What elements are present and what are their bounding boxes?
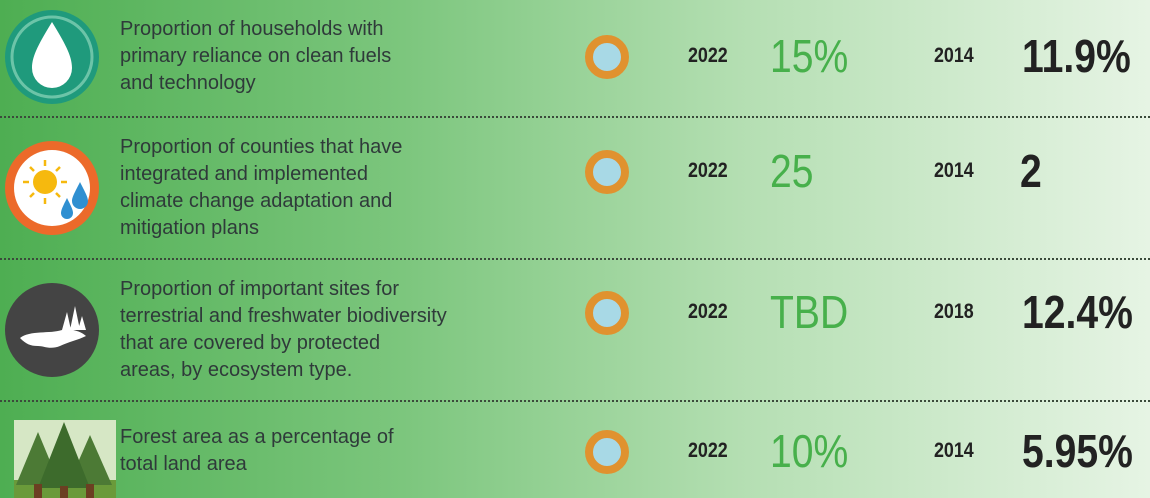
description-line: mitigation plans: [120, 217, 259, 239]
baseline-year: 2014: [934, 439, 974, 462]
description-line: and technology: [120, 72, 256, 94]
baseline-value: 12.4%: [1022, 286, 1133, 338]
target-value: 15%: [770, 30, 849, 82]
description: Proportion of counties that have integrat…: [120, 134, 560, 242]
target-value: TBD: [770, 286, 849, 338]
biodiversity-icon: [5, 283, 99, 377]
icons: [5, 10, 116, 498]
indicator-ring: [585, 35, 629, 79]
baseline-value: 11.9%: [1022, 30, 1131, 82]
description-line: primary reliance on clean fuels: [120, 45, 392, 67]
description-line: areas, by ecosystem type.: [120, 359, 353, 381]
description: Forest area as a percentage of total land…: [120, 424, 560, 478]
target-year: 2022: [688, 159, 728, 182]
description-line: integrated and implemented: [120, 163, 368, 185]
baseline-year: 2014: [934, 159, 974, 182]
description-line: Forest area as a percentage of: [120, 426, 394, 448]
separator: [0, 116, 1150, 118]
description-line: terrestrial and freshwater biodiversity: [120, 305, 447, 327]
baseline-year: 2014: [934, 44, 974, 67]
description-line: Proportion of counties that have: [120, 136, 403, 158]
climate-icon: [5, 141, 99, 235]
target-value: 10%: [770, 425, 849, 477]
forest-icon: [14, 420, 116, 498]
target-year: 2022: [688, 439, 728, 462]
target-year: 2022: [688, 44, 728, 67]
description-line: Proportion of households with: [120, 18, 384, 40]
description-line: climate change adaptation and: [120, 190, 393, 212]
separator: [0, 258, 1150, 260]
description: Proportion of households with primary rel…: [120, 16, 560, 97]
description-line: that are covered by protected: [120, 332, 381, 354]
fuel-icon: [5, 10, 99, 104]
description-line: Proportion of important sites for: [120, 278, 400, 300]
baseline-year: 2018: [934, 300, 974, 323]
indicator-ring: [585, 430, 629, 474]
target-year: 2022: [688, 300, 728, 323]
baseline-value: 5.95%: [1022, 425, 1133, 477]
indicator-ring: [585, 291, 629, 335]
separator: [0, 400, 1150, 402]
target-value: 25: [770, 145, 814, 197]
baseline-value: 2: [1020, 145, 1042, 197]
description-line: total land area: [120, 453, 247, 475]
description: Proportion of important sites for terrest…: [120, 276, 560, 384]
indicator-ring: [585, 150, 629, 194]
